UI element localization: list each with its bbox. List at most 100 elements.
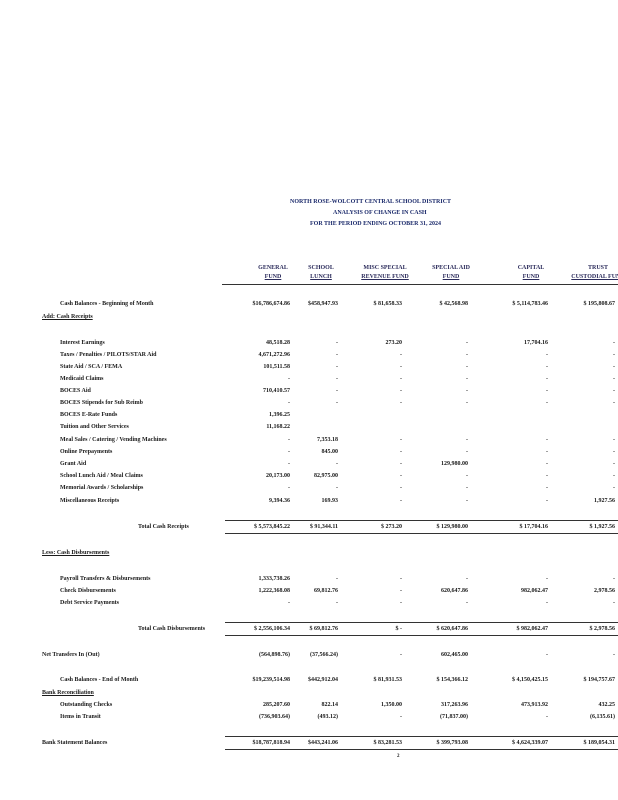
row-label: BOCES E-Rate Funds	[60, 412, 118, 418]
total-underline	[225, 533, 618, 534]
row-label: Total Cash Receipts	[138, 524, 189, 530]
cell-value: -	[466, 498, 468, 504]
cell-value: (736,903.64)	[259, 714, 290, 720]
column-header-bottom: CUSTODIAL FUND	[571, 274, 618, 280]
cell-value: -	[546, 652, 548, 658]
cell-value: -	[288, 437, 290, 443]
cell-value: -	[336, 461, 338, 467]
cell-value: -	[546, 473, 548, 479]
cell-value: $458,947.93	[308, 301, 338, 307]
cell-value: $ 189,054.31	[583, 740, 616, 746]
cell-value: 20,173.00	[266, 473, 290, 479]
cell-value: -	[613, 437, 615, 443]
cell-value: -	[613, 364, 615, 370]
cell-value: -	[546, 352, 548, 358]
cell-value: -	[400, 388, 402, 394]
total-rule	[225, 622, 618, 623]
cell-value: -	[400, 400, 402, 406]
cell-value: 602,465.00	[441, 652, 468, 658]
cell-value: -	[336, 600, 338, 606]
page-number: 2	[397, 754, 400, 759]
cell-value: 7,353.18	[317, 437, 338, 443]
cell-value: $ 129,980.00	[436, 524, 469, 530]
cell-value: -	[400, 364, 402, 370]
cell-value: -	[466, 400, 468, 406]
row-label: Taxes / Penalties / PILOTS/STAR Aid	[60, 352, 157, 358]
column-header-bottom: FUND	[522, 274, 540, 280]
cell-value: 82,975.00	[314, 473, 338, 479]
cell-value: $18,787,818.94	[252, 740, 291, 746]
cell-value: 710,410.57	[263, 388, 290, 394]
cell-value: $ 194,757.67	[583, 677, 616, 683]
cell-value: 620,647.86	[441, 588, 468, 594]
report-title: ANALYSIS OF CHANGE IN CASH	[333, 210, 427, 216]
cell-value: $ -	[395, 626, 403, 632]
cell-value: -	[288, 485, 290, 491]
cell-value: -	[546, 576, 548, 582]
row-label: Meal Sales / Catering / Vending Machines	[60, 437, 167, 443]
cell-value: -	[546, 485, 548, 491]
cell-value: $ 195,808.67	[583, 301, 616, 307]
cell-value: -	[336, 485, 338, 491]
cell-value: -	[546, 388, 548, 394]
cell-value: $ 620,647.86	[436, 626, 469, 632]
cell-value: $16,786,674.86	[252, 301, 291, 307]
cell-value: -	[546, 449, 548, 455]
cell-value: $ 83,281.53	[373, 740, 403, 746]
cell-value: -	[400, 600, 402, 606]
total-rule	[225, 520, 618, 521]
cell-value: -	[546, 400, 548, 406]
cell-value: 1,350.00	[381, 702, 402, 708]
cell-value: (6,135.61)	[590, 714, 615, 720]
cell-value: -	[613, 352, 615, 358]
cell-value: -	[466, 600, 468, 606]
cell-value: (37,566.24)	[310, 652, 338, 658]
cell-value: $ 2,556,106.34	[254, 626, 290, 632]
cell-value: -	[336, 364, 338, 370]
cell-value: -	[613, 461, 615, 467]
cell-value: 982,062.47	[521, 588, 548, 594]
cell-value: $ 982,062.47	[516, 626, 549, 632]
row-label: Bank Statement Balances	[42, 740, 108, 746]
cell-value: 1,333,738.26	[258, 576, 291, 582]
cell-value: -	[613, 485, 615, 491]
row-label: Online Prepayments	[60, 449, 113, 455]
column-header-bottom: REVENUE FUND	[361, 274, 409, 280]
cell-value: 2,978.56	[594, 588, 615, 594]
cell-value: -	[400, 588, 402, 594]
cell-value: -	[613, 600, 615, 606]
cell-value: $ 273.20	[381, 524, 402, 530]
cell-value: (564,898.76)	[259, 652, 290, 658]
cell-value: -	[546, 498, 548, 504]
cell-value: $ 42,568.98	[439, 301, 469, 307]
cell-value: -	[400, 485, 402, 491]
cell-value: 129,980.00	[441, 461, 468, 467]
row-label: Tuition and Other Services	[60, 424, 129, 430]
row-label: Total Cash Disbursements	[138, 626, 206, 632]
cell-value: 9,394.36	[269, 498, 290, 504]
cell-value: -	[613, 652, 615, 658]
cell-value: -	[466, 352, 468, 358]
cell-value: -	[336, 352, 338, 358]
cell-value: 4,671,272.96	[258, 352, 291, 358]
cell-value: -	[400, 473, 402, 479]
cell-value: $442,912.04	[308, 677, 338, 683]
cell-value: -	[288, 400, 290, 406]
cell-value: 317,263.96	[441, 702, 468, 708]
cell-value: -	[400, 652, 402, 658]
cell-value: -	[336, 340, 338, 346]
column-header-top: SPECIAL AID	[432, 265, 470, 271]
cell-value: $ 81,931.53	[373, 677, 403, 683]
cell-value: -	[546, 714, 548, 720]
cell-value: 101,511.58	[263, 364, 290, 370]
district-title: NORTH ROSE-WOLCOTT CENTRAL SCHOOL DISTRI…	[290, 199, 452, 205]
total-rule	[225, 736, 618, 737]
total-underline	[225, 749, 618, 750]
cell-value: -	[288, 461, 290, 467]
cell-value: -	[466, 388, 468, 394]
row-label: Bank Reconciliation	[42, 690, 94, 696]
row-label: Debt Service Payments	[60, 600, 119, 606]
column-header-bottom: FUND	[442, 274, 460, 280]
cell-value: -	[466, 473, 468, 479]
